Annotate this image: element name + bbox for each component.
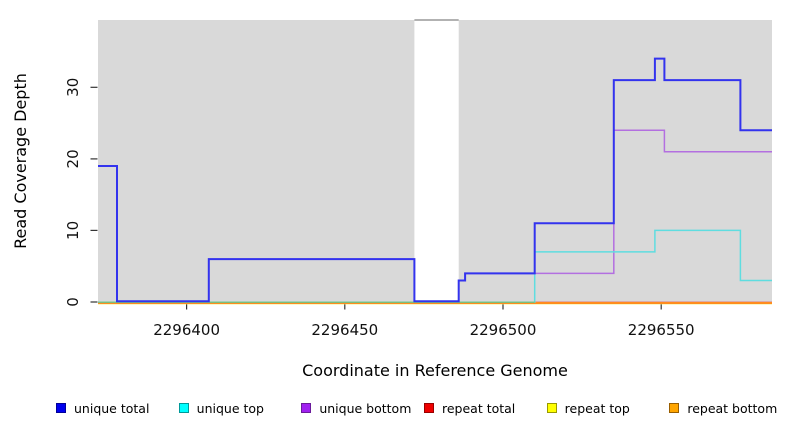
y-tick-label: 0 <box>64 297 82 307</box>
x-tick-label: 2296550 <box>628 321 695 339</box>
legend-item-label: unique total <box>74 400 150 416</box>
legend-swatch-icon <box>56 403 66 413</box>
legend-item-unique-total: unique total <box>50 399 173 417</box>
legend-item-label: unique top <box>196 400 264 416</box>
y-tick-label: 10 <box>64 221 82 240</box>
legend-swatch-icon <box>423 403 434 413</box>
legend-swatch-icon <box>178 403 189 413</box>
legend-item-unique-bottom: unique bottom <box>295 399 418 417</box>
legend-item-unique-top: unique top <box>173 399 296 417</box>
x-axis-title: Coordinate in Reference Genome <box>302 361 568 380</box>
x-tick-label: 2296400 <box>153 321 220 339</box>
legend-item-repeat-top: repeat top <box>541 399 664 417</box>
legend-swatch-icon <box>669 403 680 413</box>
x-tick-label: 2296500 <box>470 321 537 339</box>
legend-swatch-icon <box>301 403 312 413</box>
legend-swatch-icon <box>546 403 557 413</box>
legend-item-label: repeat top <box>564 400 630 416</box>
legend-item-repeat-total: repeat total <box>418 399 541 417</box>
chart-legend: unique total unique top unique bottom re… <box>50 399 786 417</box>
masked-region <box>414 20 459 302</box>
y-tick-label: 20 <box>64 149 82 168</box>
series-line-unique-total <box>98 57 772 303</box>
legend-item-label: repeat total <box>441 400 516 416</box>
series-line-unique-top <box>98 229 772 304</box>
legend-item-repeat-bottom: repeat bottom <box>663 399 786 417</box>
legend-item-label: repeat bottom <box>687 400 778 416</box>
y-tick-label: 30 <box>64 78 82 97</box>
y-axis-title: Read Coverage Depth <box>11 73 30 249</box>
x-tick-label: 2296450 <box>311 321 378 339</box>
legend-item-label: unique bottom <box>319 400 412 416</box>
